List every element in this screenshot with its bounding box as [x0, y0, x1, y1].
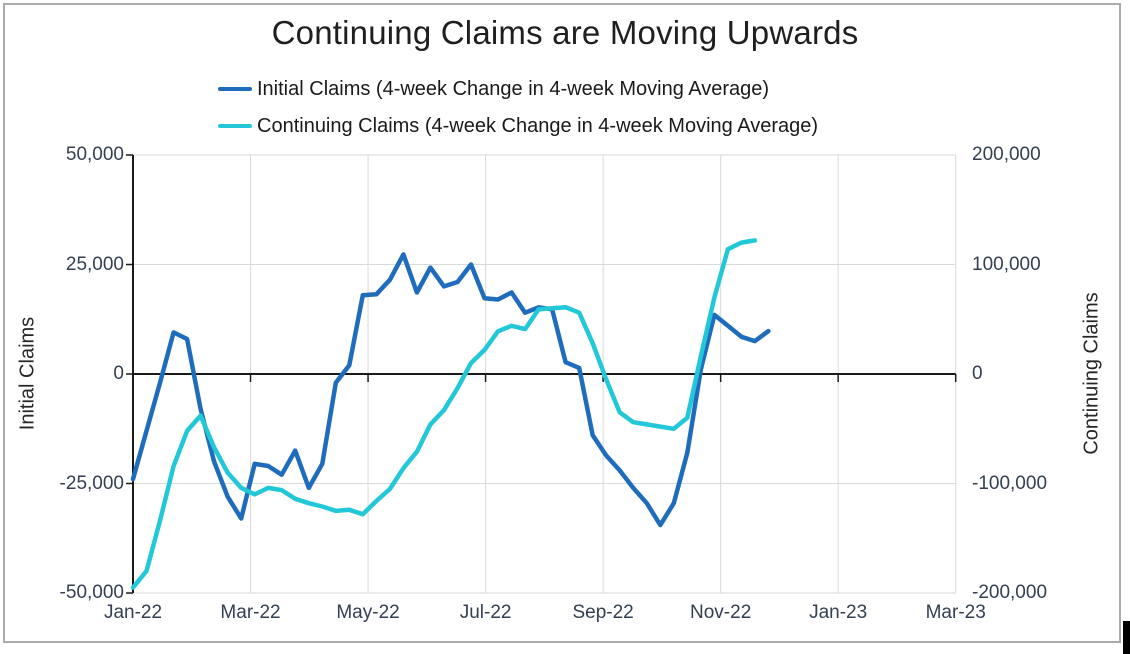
continuing-claims-line — [130, 238, 758, 590]
left-axis-tick-label: 50,000 — [65, 144, 124, 165]
right-axis-tick-label: -200,000 — [972, 582, 1048, 603]
left-axis-tick-label: 0 — [113, 363, 124, 384]
x-axis-tick-label: Mar-23 — [925, 602, 986, 623]
right-axis-tick-label: 100,000 — [972, 253, 1041, 275]
x-axis-tick-label: Jan-22 — [103, 602, 163, 623]
legend-item-label: Continuing Claims (4-week Change in 4-we… — [257, 114, 819, 137]
chart-frame-border — [3, 3, 1121, 643]
text-cursor-artifact — [1123, 621, 1130, 654]
left-axis-title: Initial Claims — [16, 316, 39, 431]
x-axis-tick-label: Nov-22 — [690, 602, 752, 623]
chart-legend: Initial Claims (4-week Change in 4-week … — [218, 74, 818, 148]
legend-item: Continuing Claims (4-week Change in 4-we… — [218, 111, 818, 141]
x-axis-tick-label: Jan-23 — [809, 602, 868, 623]
right-axis-tick-label: 0 — [972, 363, 983, 384]
left-axis-tick-label: -25,000 — [59, 472, 124, 494]
left-axis-tick-label: -50,000 — [59, 582, 124, 603]
right-axis-title: Continuing Claims — [1080, 292, 1103, 455]
right-axis-tick-label: 200,000 — [972, 144, 1041, 165]
initial-claims-line — [130, 252, 771, 528]
legend-line-marker — [218, 87, 252, 91]
right-axis-tick-label: -100,000 — [972, 472, 1048, 494]
legend-item: Initial Claims (4-week Change in 4-week … — [218, 74, 818, 104]
x-axis-tick-label: Mar-22 — [220, 602, 281, 623]
legend-line-marker — [218, 124, 252, 128]
x-axis-tick-label: Jul-22 — [459, 602, 512, 623]
x-axis-tick-label: Sep-22 — [572, 602, 634, 623]
left-axis-tick-label: 25,000 — [65, 253, 124, 275]
legend-item-label: Initial Claims (4-week Change in 4-week … — [257, 77, 770, 100]
x-axis-tick-label: May-22 — [336, 602, 400, 623]
chart-title: Continuing Claims are Moving Upwards — [271, 14, 859, 51]
